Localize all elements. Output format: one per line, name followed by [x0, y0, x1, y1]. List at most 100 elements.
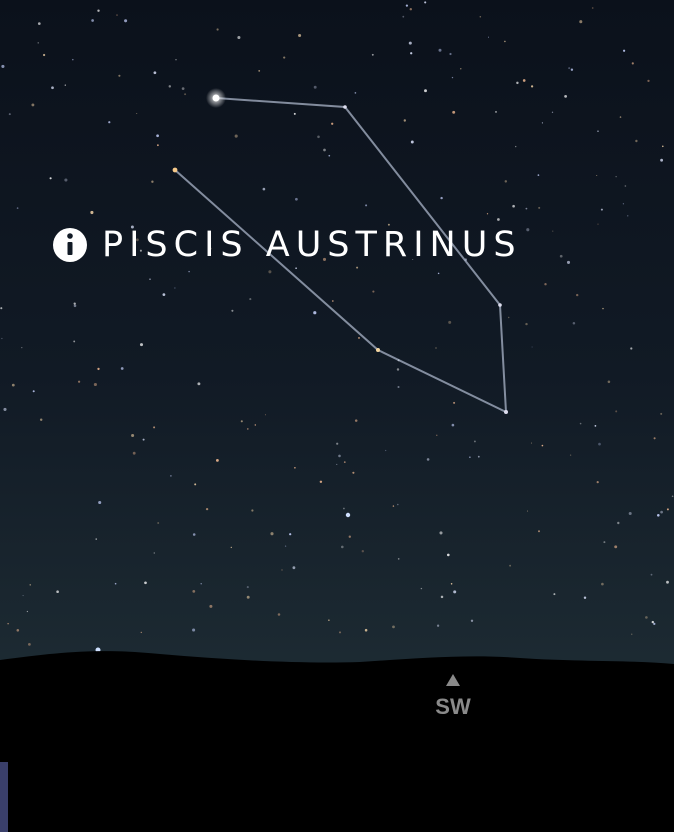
star [622, 203, 625, 205]
star [526, 228, 530, 232]
star [624, 185, 627, 187]
star [410, 140, 414, 144]
star [130, 225, 134, 229]
star [322, 257, 327, 261]
star [512, 204, 515, 208]
star [149, 278, 151, 280]
star [408, 41, 412, 45]
star [397, 385, 400, 389]
star [538, 206, 541, 209]
star [135, 238, 139, 242]
star [596, 481, 599, 484]
star [615, 176, 617, 178]
star [617, 521, 620, 525]
star [345, 512, 351, 518]
star [29, 584, 31, 586]
star [277, 613, 281, 616]
star [118, 74, 121, 77]
star [410, 52, 413, 55]
star [671, 495, 674, 498]
constellation-name[interactable]: PISCIS AUSTRINUS [102, 225, 522, 265]
star [541, 444, 544, 447]
star [438, 48, 442, 52]
star [188, 270, 190, 273]
star [579, 422, 582, 425]
star [144, 581, 147, 585]
star [238, 243, 241, 246]
star [124, 19, 128, 23]
star [470, 619, 474, 622]
star [645, 616, 648, 619]
star [338, 631, 342, 634]
info-icon-stem [67, 242, 73, 255]
star [336, 463, 338, 465]
star [194, 483, 197, 486]
star [666, 508, 669, 511]
star [531, 346, 533, 348]
star [95, 538, 97, 540]
star [200, 582, 202, 585]
star [504, 40, 506, 43]
star [64, 178, 68, 182]
edge-strip [0, 762, 8, 832]
star [559, 254, 563, 258]
star [651, 620, 654, 624]
star [343, 507, 345, 510]
star [597, 130, 599, 132]
star [331, 300, 334, 302]
star [22, 595, 24, 597]
star [631, 633, 633, 635]
star [216, 28, 219, 31]
star [439, 531, 443, 535]
star [435, 347, 437, 349]
constellation-stars [95, 88, 508, 653]
star [73, 302, 76, 305]
star [284, 545, 287, 547]
star [420, 587, 423, 590]
star [313, 311, 317, 315]
star [666, 580, 669, 584]
stars [0, 1, 674, 646]
star [597, 223, 599, 225]
star [77, 380, 81, 383]
star [209, 604, 213, 608]
info-button[interactable] [53, 228, 87, 262]
star [254, 424, 257, 426]
star [600, 208, 603, 211]
star [504, 410, 508, 414]
star [507, 316, 510, 319]
star [28, 643, 31, 646]
star [372, 290, 375, 293]
star [341, 545, 344, 549]
star [516, 81, 519, 85]
star [139, 343, 144, 347]
info-icon-dot [67, 233, 73, 239]
star [412, 258, 414, 261]
star [151, 180, 154, 183]
star [631, 62, 634, 65]
star [156, 134, 159, 138]
star [450, 583, 453, 585]
star [197, 382, 201, 386]
star [352, 471, 355, 474]
star [49, 177, 52, 180]
star [323, 148, 326, 152]
star [116, 14, 118, 16]
star [140, 631, 143, 634]
star [409, 8, 412, 11]
star [281, 569, 283, 571]
star [270, 532, 274, 536]
star [451, 76, 454, 79]
star [397, 558, 400, 560]
star [39, 418, 43, 422]
star [392, 625, 395, 629]
star [436, 434, 438, 436]
compass-marker [446, 674, 460, 686]
star [97, 9, 100, 12]
star [42, 53, 46, 57]
star [328, 619, 330, 621]
star [364, 628, 368, 632]
star [348, 535, 351, 538]
star [603, 541, 606, 544]
